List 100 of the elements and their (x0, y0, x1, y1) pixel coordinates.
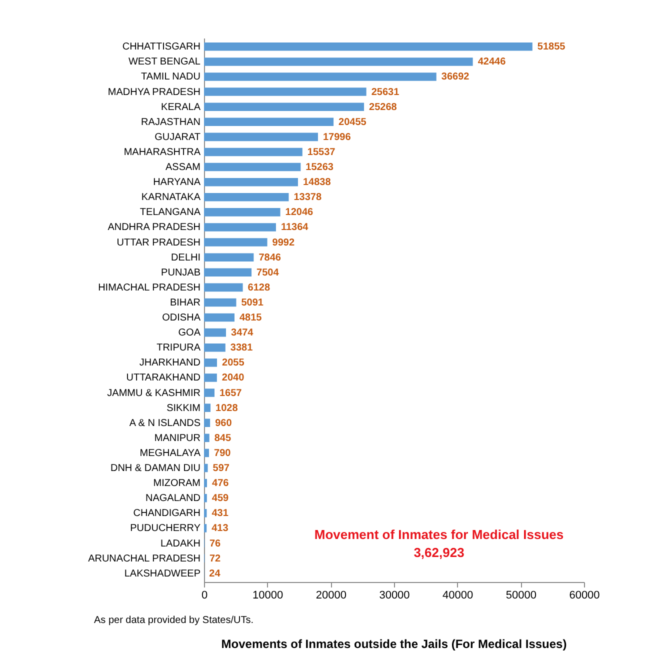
bar (204, 448, 210, 458)
bar (204, 478, 208, 488)
bar (204, 253, 254, 262)
data-label: 9992 (272, 237, 295, 248)
y-tick-label: MAHARASHTRA (124, 146, 201, 158)
data-label: 960 (215, 418, 232, 429)
y-tick-label: NAGALAND (145, 493, 200, 504)
bar (204, 178, 298, 186)
y-tick-label: HIMACHAL PRADESH (98, 282, 200, 294)
y-tick-label: BIHAR (170, 297, 200, 308)
y-tick-label: CHHATTISGARH (122, 42, 200, 53)
data-label: 15263 (306, 162, 334, 174)
y-tick-label: DNH & DAMAN DIU (110, 463, 200, 474)
bar (204, 464, 208, 472)
y-tick-label: LAKSHADWEEP (124, 568, 201, 580)
data-label: 7504 (256, 267, 280, 278)
y-tick-label: ARUNACHAL PRADESH (88, 553, 200, 564)
data-label: 5091 (241, 297, 264, 308)
y-tick-label: PUDUCHERRY (130, 523, 201, 534)
data-label: 25631 (371, 86, 400, 98)
data-label: 13378 (294, 192, 322, 204)
y-tick-label: ASSAM (165, 162, 200, 174)
bar (204, 418, 210, 427)
data-label: 36692 (441, 72, 470, 83)
data-label: 790 (214, 448, 232, 459)
y-tick-label: PUNJAB (161, 267, 201, 278)
bar (204, 193, 289, 202)
bar (204, 72, 436, 81)
y-tick-label: ODISHA (162, 312, 201, 324)
y-tick-label: MIZORAM (153, 478, 200, 490)
bar (204, 42, 532, 51)
x-tick-label: 20000 (316, 590, 346, 602)
data-label: 3381 (230, 342, 254, 354)
data-label: 431 (212, 508, 229, 520)
y-tick-label: A & N ISLANDS (129, 418, 201, 429)
text: Movements of Inmates outside the Jails (For Medical Issues) (221, 637, 567, 651)
data-label: 1028 (216, 402, 238, 414)
y-tick-label: UTTARAKHAND (126, 372, 200, 384)
y-tick-label: JHARKHAND (139, 358, 200, 369)
data-label: 76 (209, 538, 222, 550)
data-label: 476 (212, 478, 230, 490)
bar (204, 388, 214, 397)
data-label: 3474 (231, 328, 254, 339)
data-label: 42446 (478, 56, 506, 68)
bar (204, 238, 268, 246)
bar (204, 434, 210, 442)
bar (204, 148, 302, 156)
bar (204, 404, 211, 412)
data-label: 597 (212, 463, 230, 474)
bar (204, 58, 473, 66)
bar (204, 283, 243, 292)
y-tick-label: TELANGANA (140, 207, 201, 218)
data-label: 15537 (307, 146, 336, 158)
data-label: 25268 (369, 102, 398, 113)
bar (204, 328, 226, 337)
bar (204, 343, 226, 352)
x-tick-label: 50000 (506, 590, 536, 602)
data-label: 2040 (222, 372, 245, 384)
y-tick-label: GUJARAT (154, 132, 200, 143)
y-tick-label: GOA (178, 328, 201, 339)
bar (204, 223, 276, 232)
annotation: Movement of Inmates for Medical Issues (314, 527, 564, 542)
y-tick-label: MANIPUR (154, 432, 200, 444)
bar (204, 132, 318, 142)
data-label: 20455 (338, 116, 367, 128)
bar (204, 358, 218, 367)
y-tick-label: KARNATAKA (141, 192, 201, 204)
y-tick-label: WEST BENGAL (128, 56, 201, 68)
data-label: 51855 (537, 42, 566, 53)
bar (204, 374, 217, 382)
data-label: 72 (209, 553, 222, 564)
y-tick-label: JAMMU & KASHMIR (107, 388, 200, 399)
data-label: 12046 (285, 207, 314, 218)
data-label: 845 (214, 432, 232, 444)
y-tick-label: TAMIL NADU (141, 72, 200, 83)
bar (204, 118, 334, 126)
y-tick-label: UTTAR PRADESH (116, 237, 200, 248)
data-label: 17996 (322, 132, 352, 143)
bar (204, 524, 207, 532)
x-tick-label: 30000 (379, 590, 410, 602)
y-tick-label: KERALA (161, 102, 201, 113)
y-tick-label: ANDHRA PRADESH (108, 222, 200, 234)
data-label: 11364 (280, 222, 309, 234)
x-tick-label: 60000 (569, 590, 600, 602)
y-tick-label: HARYANA (153, 177, 201, 188)
data-label: 459 (212, 493, 230, 504)
data-label: 4815 (239, 312, 262, 324)
bar (204, 268, 252, 277)
data-label: 2055 (222, 358, 245, 369)
bar (204, 313, 234, 322)
bar (204, 509, 207, 518)
y-tick-label: CHANDIGARH (133, 508, 200, 520)
data-label: 413 (212, 523, 229, 534)
y-tick-label: LADAKH (160, 538, 200, 550)
text: As per data provided by States/UTs. (94, 615, 254, 626)
bar (204, 298, 236, 307)
y-tick-label: DELHI (171, 252, 200, 264)
y-tick-label: SIKKIM (166, 402, 200, 414)
annotation: 3,62,923 (414, 545, 464, 560)
data-label: 7846 (258, 252, 282, 264)
